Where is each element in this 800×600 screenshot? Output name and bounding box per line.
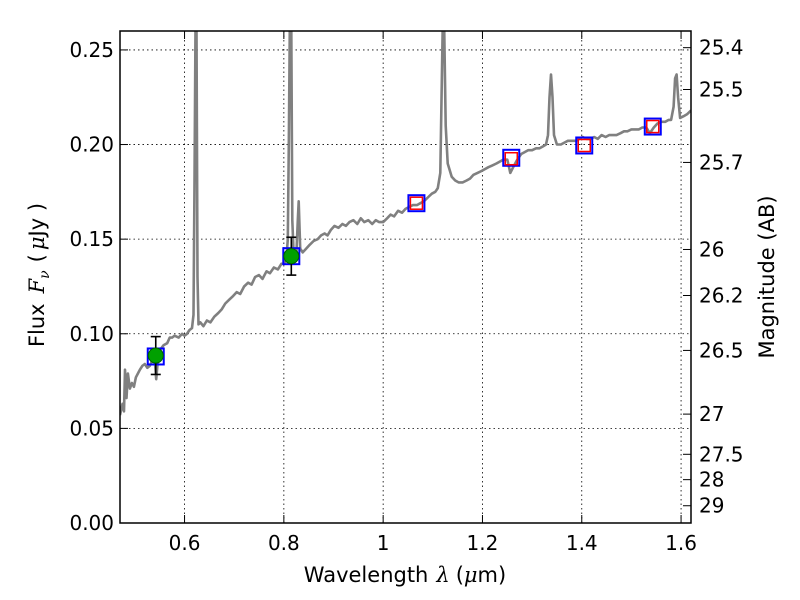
grid <box>120 31 691 524</box>
y2-tick-label: 25.7 <box>699 150 744 174</box>
axis-tick-labels: 0.6 0.8 1 1.2 1.4 1.6 0.00 0.05 0.10 0.15 0.20 0.25… <box>69 36 743 555</box>
upper-limit-point <box>577 138 591 153</box>
x-axis-label: Wavelength λ (μm) <box>304 563 506 587</box>
y2-axis-label: Magnitude (AB) <box>755 195 779 358</box>
y2-tick-label: 26.5 <box>699 338 744 362</box>
plot-area <box>120 31 691 416</box>
y2-tick-label: 27.5 <box>699 442 744 466</box>
y2-tick-label: 28 <box>699 468 724 492</box>
y2-tick-label: 25.4 <box>699 36 744 60</box>
x-tick-label: 0.6 <box>169 531 201 555</box>
y2-tick-label: 26 <box>699 237 724 261</box>
upper-limit-point <box>646 119 660 134</box>
model-point <box>643 117 662 136</box>
x-tick-label: 0.8 <box>268 531 300 555</box>
model-point <box>502 148 521 167</box>
y-tick-label: 0.25 <box>69 38 114 62</box>
upper-limit-point <box>409 196 424 210</box>
spectrum-line <box>120 31 691 416</box>
observed-point <box>147 347 164 364</box>
y2-tick-label: 27 <box>699 402 724 426</box>
y-tick-label: 0.05 <box>69 416 114 440</box>
y2-tick-label: 25.5 <box>699 77 744 101</box>
model-point <box>575 136 594 155</box>
model-point <box>407 194 426 213</box>
x-tick-label: 1 <box>377 531 390 555</box>
upper-limit-point <box>504 151 519 166</box>
x-tick-label: 1.6 <box>665 531 697 555</box>
x-tick-label: 1.2 <box>467 531 499 555</box>
axis-ticks <box>120 31 691 524</box>
observed-point <box>283 248 300 265</box>
y2-tick-label: 26.2 <box>699 283 744 307</box>
plot-frame <box>119 30 692 524</box>
y-tick-label: 0.15 <box>69 227 114 251</box>
x-tick-label: 1.4 <box>566 531 598 555</box>
y-tick-label: 0.00 <box>69 511 114 535</box>
y-tick-label: 0.20 <box>69 133 114 157</box>
y-tick-label: 0.10 <box>69 322 114 346</box>
y2-tick-label: 29 <box>699 494 724 518</box>
y-axis-label: FluxFν(μJy ) <box>25 203 53 347</box>
